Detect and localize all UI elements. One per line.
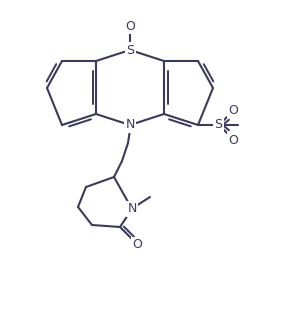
Text: O: O <box>125 20 135 32</box>
Text: N: N <box>127 203 137 215</box>
Text: O: O <box>228 134 238 146</box>
Text: S: S <box>214 118 222 131</box>
Text: O: O <box>132 238 142 251</box>
Text: O: O <box>228 104 238 117</box>
Text: N: N <box>125 118 135 131</box>
Text: S: S <box>126 43 134 56</box>
